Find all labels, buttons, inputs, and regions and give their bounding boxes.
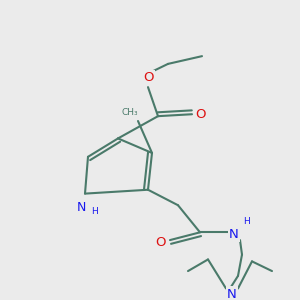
Text: O: O [196, 108, 206, 121]
Text: N: N [76, 201, 86, 214]
Text: O: O [156, 236, 166, 248]
Text: N: N [229, 228, 239, 241]
Text: H: H [92, 206, 98, 215]
Text: H: H [243, 217, 249, 226]
Text: CH₃: CH₃ [122, 108, 138, 117]
Text: O: O [143, 71, 153, 84]
Text: N: N [227, 288, 237, 300]
